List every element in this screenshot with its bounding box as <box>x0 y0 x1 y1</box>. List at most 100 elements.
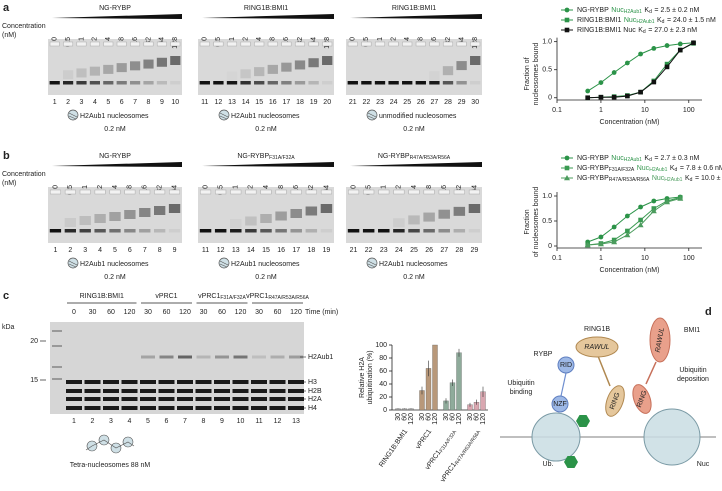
concentration-tick: 16 <box>293 185 300 193</box>
lane-number: 22 <box>365 247 373 254</box>
gel-well <box>363 189 375 195</box>
gel-band <box>378 229 390 233</box>
gel-band <box>121 389 138 393</box>
lane-number: 29 <box>458 99 466 106</box>
gel-title-part: RING1B:BMI1 <box>244 5 288 12</box>
time-label: 60 <box>218 309 226 316</box>
legend-entry-part: K <box>670 165 675 172</box>
legend-entry-part: = 2.7 ± 0.3 nM <box>654 155 699 162</box>
lane-number: 15 <box>262 247 270 254</box>
gel-band <box>199 81 210 85</box>
gel-band <box>170 56 181 65</box>
time-label: 30 <box>200 309 208 316</box>
lane-number: 4 <box>98 247 102 254</box>
y-tick-label: 1.0 <box>542 39 552 46</box>
function-label: Ubiquitin <box>679 367 706 374</box>
gel-well <box>156 41 167 47</box>
panel-label: d <box>705 306 712 318</box>
lane-number: 12 <box>217 247 225 254</box>
gel-band <box>103 81 114 85</box>
gel-well <box>470 41 481 47</box>
gel-band <box>199 229 212 233</box>
gel-well <box>374 41 386 47</box>
x-tick-label: 60 <box>401 413 408 421</box>
gel-band <box>442 81 454 85</box>
lane-number: 3 <box>109 418 113 425</box>
lane-number: 17 <box>292 247 300 254</box>
bar <box>432 344 438 411</box>
legend-entry-part: K <box>644 7 649 14</box>
gel-well <box>200 189 212 195</box>
x-tick-label: 0.1 <box>552 255 562 262</box>
gel-well <box>275 189 287 195</box>
gel-band <box>116 63 127 73</box>
data-point <box>638 204 643 210</box>
gel-band <box>269 406 286 410</box>
lane-number: 6 <box>165 418 169 425</box>
gel-well <box>49 41 60 47</box>
concentration-label: Concentration <box>2 23 46 30</box>
lane-number: 22 <box>363 99 371 106</box>
gel-band <box>94 214 106 223</box>
concentration-tick: 32 <box>145 37 152 45</box>
concentration-tick: 8 <box>426 185 433 189</box>
gel-band <box>141 355 155 359</box>
gel-band <box>195 380 212 384</box>
concentration-tick: 2 <box>92 37 99 41</box>
linker-dna <box>85 439 135 451</box>
concentration-tick: 8 <box>418 37 425 41</box>
band-label: H2Aub1 <box>308 354 333 361</box>
data-point <box>585 88 591 94</box>
gel-band <box>251 380 267 384</box>
x-tick-label: 0.1 <box>552 107 562 114</box>
gel-well <box>154 189 166 195</box>
lane-number: 2 <box>66 99 70 106</box>
bar <box>449 382 456 411</box>
concentration-tick: 4 <box>105 37 112 41</box>
lane-number: 23 <box>380 247 388 254</box>
concentration-tick: 1 <box>78 37 85 41</box>
gel-title-part: R47A/R53A/R56A <box>410 155 451 161</box>
lane-number: 7 <box>133 99 137 106</box>
legend-entry-part: Nuc <box>611 7 624 14</box>
linker <box>560 372 567 397</box>
gel-band <box>322 81 333 85</box>
data-point <box>611 224 617 230</box>
gel-well <box>230 189 242 195</box>
legend-entry-part: NG-RYBP <box>577 7 609 14</box>
group-label-part: vPRC1 <box>415 428 434 450</box>
gel-band <box>456 61 467 71</box>
y-tick-label: 0.5 <box>542 218 552 225</box>
data-point <box>651 198 657 204</box>
gel-band <box>103 397 119 401</box>
data-point <box>638 51 643 57</box>
lane-number: 16 <box>277 247 285 254</box>
lane-number: 11 <box>201 99 208 106</box>
nucleosome-icon <box>219 260 229 268</box>
gel-band <box>308 58 319 68</box>
lane-number: 9 <box>173 247 177 254</box>
substrate-label: H2Aub1 nucleosomes <box>80 113 149 120</box>
x-tick-label: 10 <box>641 107 649 114</box>
gel-band <box>270 355 285 359</box>
time-label: 30 <box>255 309 263 316</box>
data-point <box>625 93 630 99</box>
gel-band <box>281 62 292 72</box>
gel-well <box>423 189 435 195</box>
y-tick-label: 0.5 <box>542 67 552 74</box>
x-tick-label: 1 <box>599 255 603 262</box>
y-axis-label: of nucleosomes bound <box>533 187 540 258</box>
legend-entry-part: H2Aub1 <box>664 177 682 183</box>
gel-band <box>288 397 304 401</box>
nucleosome <box>643 408 701 466</box>
lane-number: 25 <box>403 99 411 106</box>
gel-band <box>63 81 74 85</box>
gel-well <box>347 41 358 47</box>
group-title-part: F31A/F32A <box>220 295 246 301</box>
concentration-tick: 8 <box>270 37 277 41</box>
gel-band <box>288 380 304 384</box>
gel-well <box>415 41 426 47</box>
ladder-band <box>52 345 62 347</box>
gel-band <box>89 81 100 85</box>
lane-number: 23 <box>376 99 384 106</box>
